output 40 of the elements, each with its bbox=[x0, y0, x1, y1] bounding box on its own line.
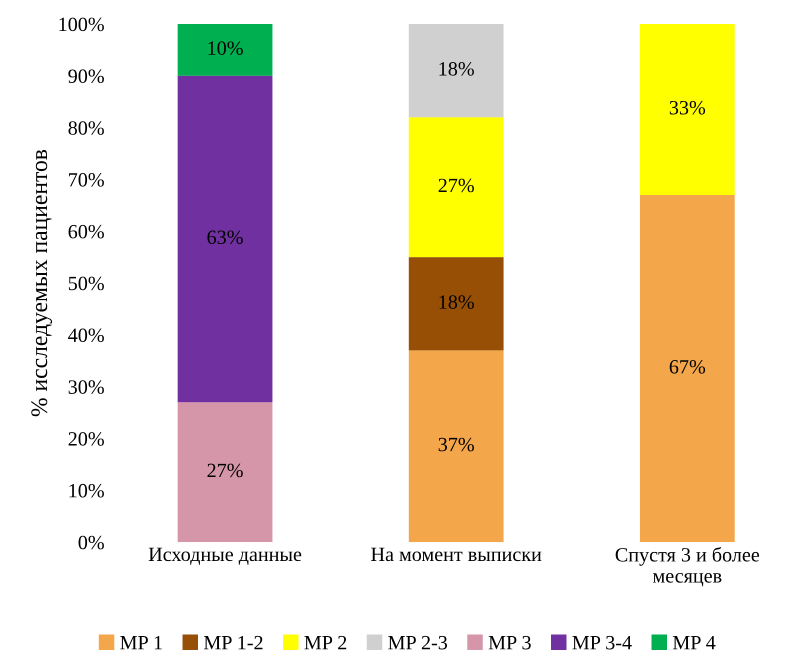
y-tick-label: 0% bbox=[78, 536, 104, 550]
data-label: 67% bbox=[670, 360, 706, 374]
data-label: 37% bbox=[438, 438, 474, 452]
data-label: 18% bbox=[440, 62, 474, 76]
y-tick-label: 80% bbox=[68, 121, 104, 135]
data-label: 27% bbox=[438, 178, 474, 192]
data-label: 27% bbox=[207, 464, 243, 478]
y-tick-label: 60% bbox=[68, 224, 104, 238]
y-tick-label: 10% bbox=[69, 484, 104, 498]
y-tick-label: 90% bbox=[68, 69, 104, 84]
bar bbox=[408, 117, 504, 258]
y-tick-label: 100% bbox=[59, 18, 104, 32]
legend-label: MP 2-3 bbox=[388, 636, 448, 650]
bar bbox=[178, 76, 272, 402]
x-tick-label: Спустя 3 и более месяцев bbox=[616, 546, 760, 586]
bar bbox=[408, 257, 504, 350]
legend-label: MP 1-2 bbox=[204, 636, 262, 650]
y-tick-label: 40% bbox=[68, 328, 104, 342]
y-axis-title: % исследуемых пациентов bbox=[31, 150, 52, 416]
data-label: 63% bbox=[207, 230, 243, 244]
data-label: 18% bbox=[440, 295, 474, 309]
bar bbox=[640, 194, 735, 542]
legend-label: MP 2 bbox=[304, 636, 346, 650]
bar bbox=[178, 24, 272, 76]
legend-label: MP 1 bbox=[120, 636, 162, 650]
y-tick-label: 20% bbox=[68, 432, 104, 446]
legend-label: MP 4 bbox=[672, 636, 716, 650]
x-tick-label: Исходные данные bbox=[148, 548, 302, 565]
y-tick-label: 30% bbox=[68, 380, 104, 394]
legend-label: MP 3 bbox=[488, 636, 531, 650]
bar bbox=[408, 24, 504, 118]
bar bbox=[640, 24, 735, 195]
y-tick-label: 70% bbox=[69, 173, 104, 187]
y-tick-label: 50% bbox=[68, 276, 104, 290]
data-label: 10% bbox=[208, 41, 243, 55]
x-tick-label: На момент выписки bbox=[371, 548, 542, 562]
bar bbox=[178, 402, 272, 542]
data-label: 33% bbox=[670, 100, 706, 115]
bar bbox=[408, 350, 504, 542]
legend-label: MP 3-4 bbox=[572, 636, 632, 650]
